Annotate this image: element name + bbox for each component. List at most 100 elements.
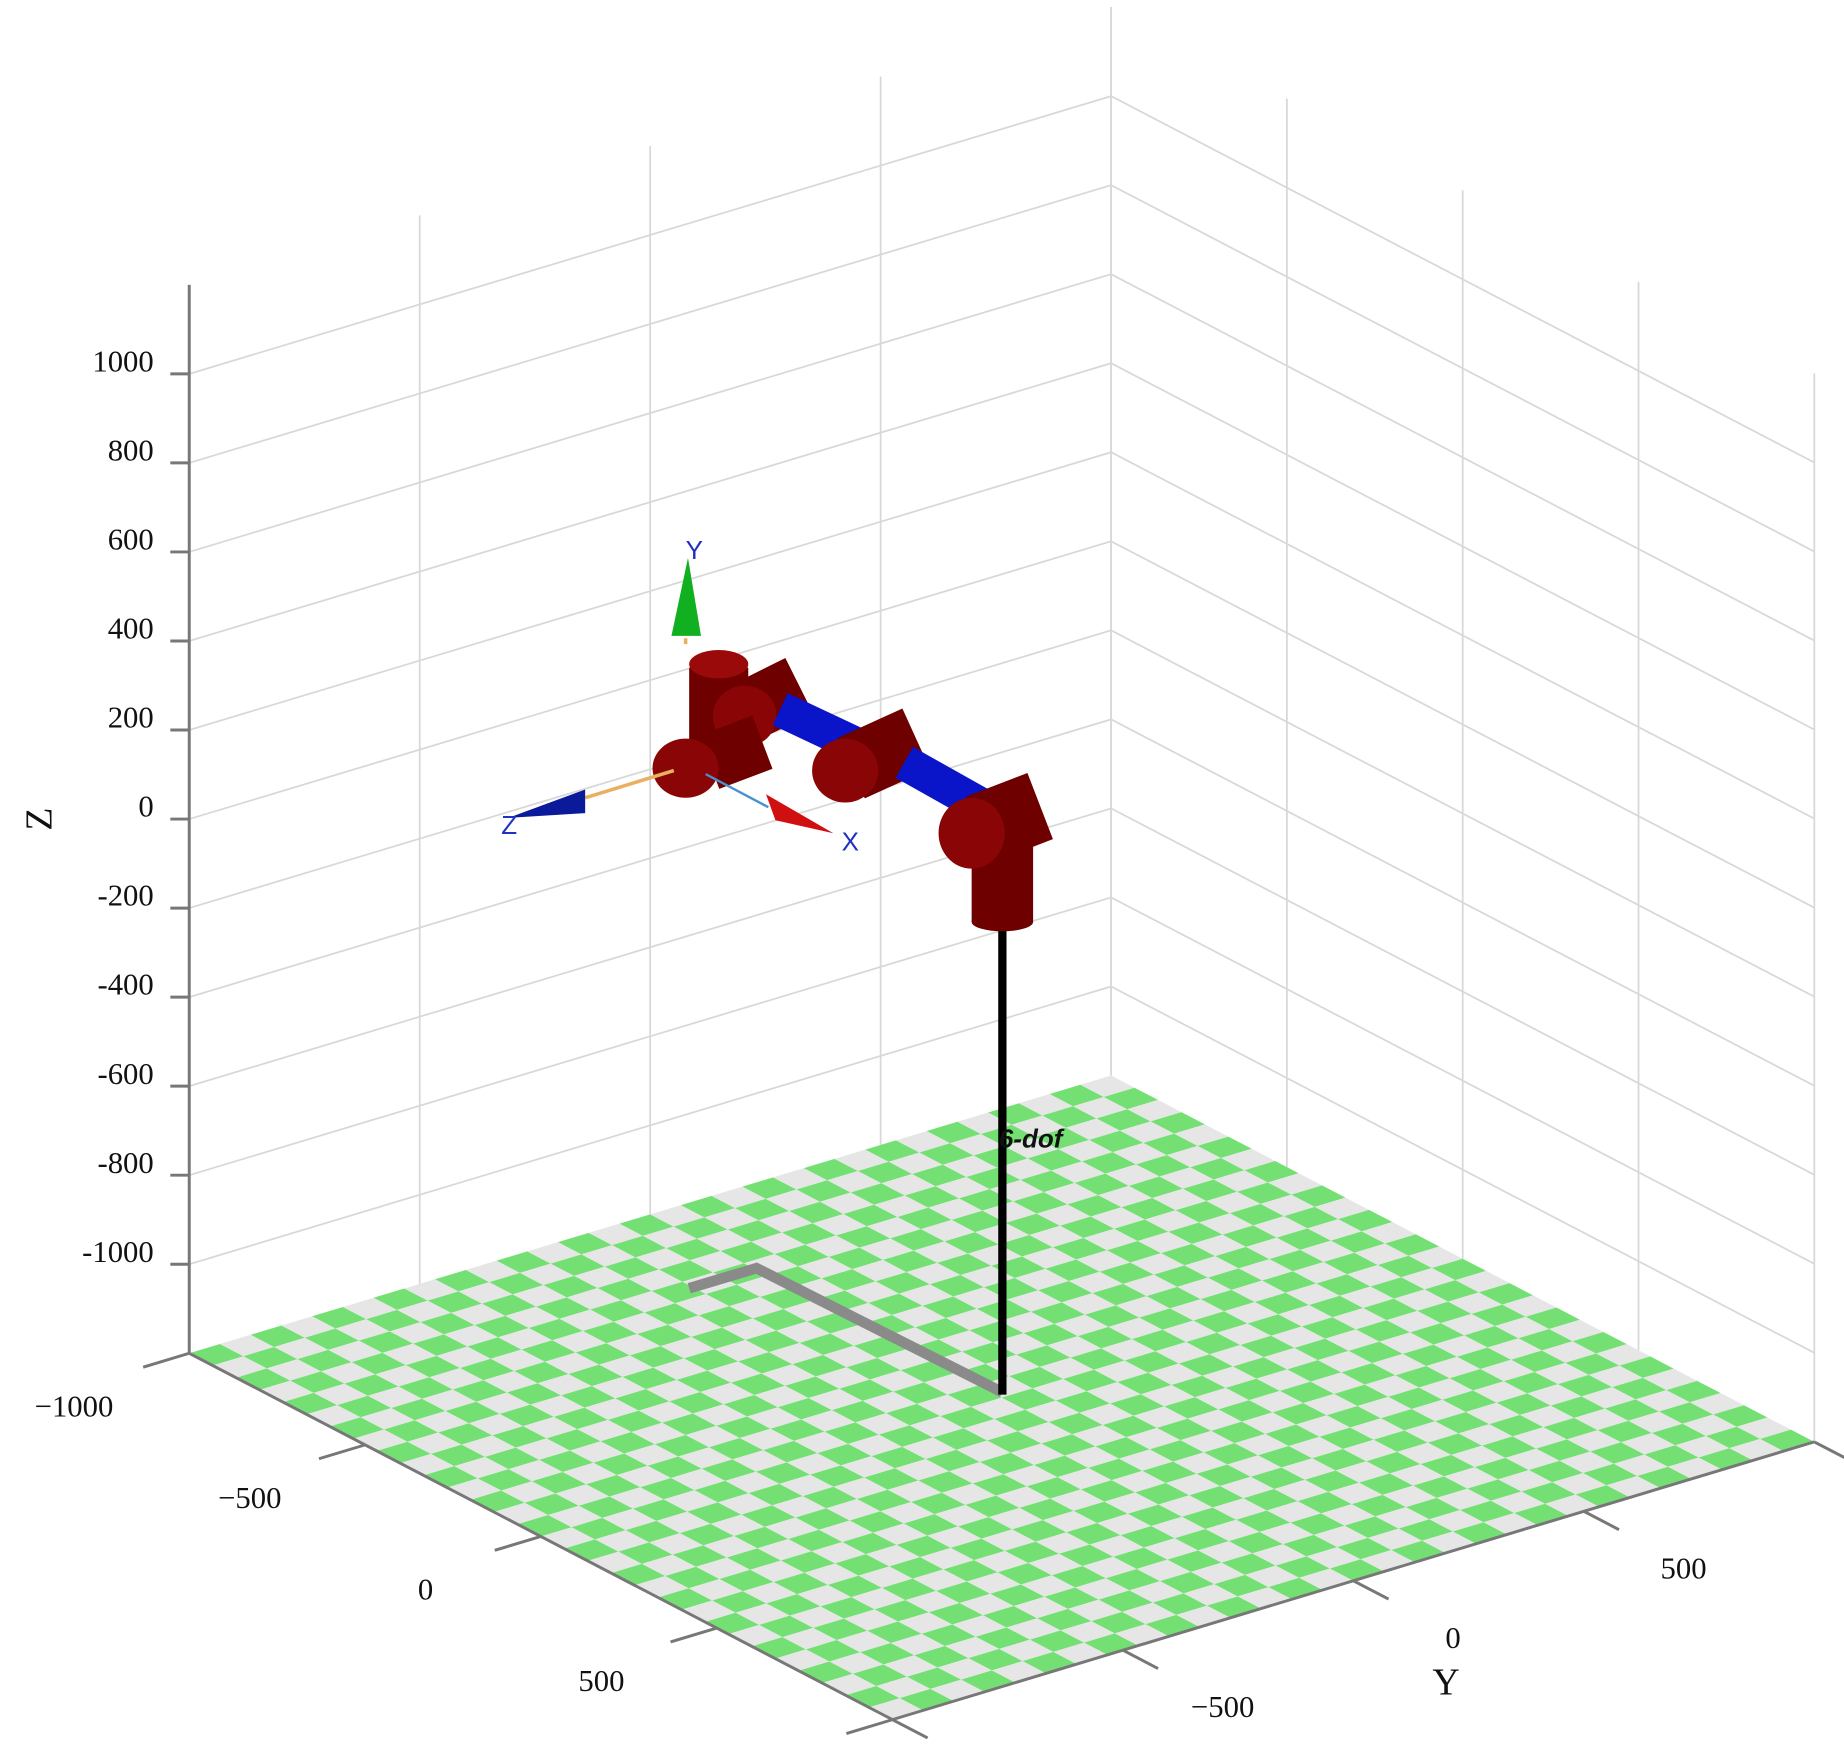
- floor-tile: [920, 1547, 975, 1570]
- x-tick-label: −500: [218, 1481, 281, 1515]
- y-tick-label: 0: [1445, 1621, 1460, 1655]
- floor-tile: [528, 1318, 583, 1341]
- joint-cap: [971, 912, 1034, 932]
- floor-tile: [536, 1297, 591, 1319]
- floor-tile: [997, 1563, 1052, 1585]
- floor-tile: [937, 1253, 992, 1276]
- floor-tile: [1003, 1464, 1058, 1487]
- floor-tile: [1165, 1473, 1221, 1496]
- floor-tile: [897, 1207, 952, 1230]
- floor-tile: [1410, 1323, 1465, 1345]
- floor-tile: [1471, 1304, 1526, 1327]
- floor-tile: [857, 1161, 913, 1184]
- floor-tile: [461, 1435, 516, 1457]
- floor-tile: [1065, 1118, 1120, 1140]
- floor-tile: [772, 1496, 827, 1518]
- floor-tile: [672, 1545, 727, 1567]
- floor-tile: [726, 1548, 781, 1570]
- floor-tile: [1117, 1372, 1172, 1395]
- floor-tile: [490, 1349, 545, 1371]
- floor-tile: [898, 1612, 953, 1634]
- floor-tile: [1190, 1158, 1245, 1180]
- floor-tile: [566, 1288, 622, 1310]
- floor-tile: [1206, 1191, 1261, 1214]
- floor-tile: [458, 1282, 513, 1304]
- floor-tile: [481, 1294, 537, 1316]
- robot: 6-dof X Y Z: [501, 535, 1065, 1398]
- floor-tile: [704, 1208, 759, 1230]
- floor-tile: [684, 1349, 739, 1371]
- floor-tile: [873, 1523, 928, 1545]
- floor-tile: [895, 1459, 950, 1481]
- floor-tile: [852, 1259, 907, 1282]
- floor-tile: [1319, 1427, 1374, 1449]
- floor-tile: [519, 1263, 575, 1286]
- floor-tile: [958, 1517, 1013, 1539]
- floor-tile: [956, 1440, 1011, 1462]
- floor-tile: [454, 1456, 509, 1479]
- floor-tile: [1395, 1366, 1450, 1388]
- floor-tile: [902, 1437, 957, 1460]
- floor-tile: [1511, 1350, 1566, 1372]
- floor-tile: [360, 1408, 415, 1430]
- floor-tile: [804, 1563, 859, 1585]
- floor-tile: [1108, 1317, 1163, 1340]
- floor-tile: [776, 1321, 831, 1343]
- floor-tile: [1197, 1136, 1252, 1159]
- floor-tile: [1279, 1381, 1335, 1404]
- floor-tile: [1202, 1366, 1257, 1388]
- floor-tile: [685, 1425, 740, 1448]
- floor-tile: [1026, 1477, 1081, 1499]
- floor-tile: [1228, 1531, 1284, 1554]
- floor-tile: [1372, 1353, 1427, 1376]
- floor-tile: [1321, 1504, 1376, 1526]
- y-tick: [1813, 1440, 1844, 1460]
- floor-tile: [846, 1357, 901, 1380]
- floor-tile: [1092, 1283, 1147, 1306]
- floor-tile: [562, 1462, 617, 1485]
- floor-tile: [569, 1441, 625, 1463]
- floor-tile: [1209, 1344, 1264, 1367]
- floor-tile: [779, 1474, 834, 1497]
- floor-tile: [805, 1640, 861, 1662]
- floor-tile: [1490, 1491, 1546, 1513]
- floor-tile: [1168, 1222, 1223, 1244]
- floor-tile: [945, 1636, 1000, 1659]
- floor-tile: [1149, 1440, 1204, 1462]
- floor-tile: [735, 1198, 790, 1221]
- y-tick-label: −500: [1191, 1690, 1254, 1724]
- floor-tile: [1313, 1525, 1368, 1548]
- floor-tile: [618, 1542, 673, 1564]
- floor-tile: [929, 1275, 985, 1297]
- floor-tile: [1448, 1292, 1503, 1314]
- floor-tile: [667, 1315, 723, 1337]
- floor-tile: [1221, 1553, 1276, 1575]
- floor-tile: [1619, 1356, 1674, 1378]
- y-tick: [891, 1718, 929, 1740]
- floor-tile: [1095, 1437, 1150, 1459]
- floor-tile: [1118, 1449, 1174, 1471]
- joint-cap: [938, 797, 1005, 869]
- floor-tile: [815, 1367, 870, 1389]
- floor-tile: [1051, 1161, 1106, 1183]
- z-tick-label: 400: [108, 612, 154, 646]
- floor-tile: [824, 1422, 879, 1444]
- floor-tile: [604, 1257, 660, 1279]
- floor-tile: [922, 1296, 977, 1318]
- floor-tile: [785, 1376, 840, 1398]
- floor-tile: [591, 1376, 647, 1399]
- floor-tile: [635, 1248, 690, 1270]
- floor-tile: [867, 1621, 922, 1644]
- floor-tile: [1060, 1216, 1115, 1239]
- floor-tile: [1144, 1210, 1200, 1232]
- floor-tile: [1234, 1433, 1289, 1456]
- floor-tile: [1023, 1323, 1078, 1346]
- floor-tile: [397, 1300, 452, 1323]
- floor-tile: [1348, 1341, 1403, 1364]
- floor-tile: [435, 1269, 490, 1292]
- floor-tile: [382, 1343, 437, 1366]
- floor-tile: [599, 1355, 654, 1377]
- floor-tile: [1351, 1494, 1406, 1517]
- x-tick: [670, 1626, 718, 1644]
